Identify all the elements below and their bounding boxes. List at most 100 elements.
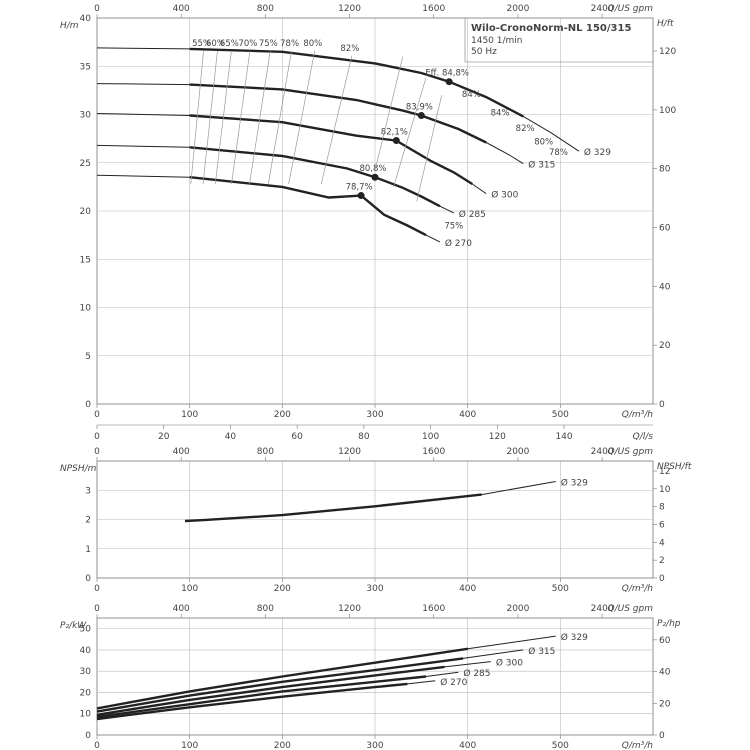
right-tick-label: 0 — [659, 400, 665, 410]
secondary-tick-label: 40 — [225, 432, 237, 442]
y-tick-label: 20 — [80, 207, 92, 217]
bep-label: 78,7% — [346, 183, 373, 193]
y-axis-label-left: P₂/kW — [60, 621, 87, 631]
secondary-tick-label: 0 — [94, 432, 100, 442]
efficiency-line — [416, 95, 443, 202]
efficiency-label: 78% — [280, 39, 299, 49]
right-tick-label: 120 — [659, 47, 676, 57]
right-tick-label: 40 — [659, 282, 671, 292]
right-tick-label: 60 — [659, 224, 671, 234]
y-tick-label: 35 — [80, 62, 91, 72]
series-line-operating — [96, 682, 408, 721]
x-tick-label: 200 — [274, 410, 291, 420]
right-tick-label: 2 — [659, 556, 665, 566]
right-tick-label: 10 — [659, 485, 671, 495]
x-tick-label: 500 — [552, 741, 569, 750]
efficiency-line — [231, 50, 251, 185]
series-line — [184, 481, 556, 522]
series-line-operating — [96, 647, 468, 710]
efficiency-label: 55% — [192, 39, 211, 49]
efficiency-label: 60% — [206, 39, 225, 49]
top-tick-label: 1600 — [422, 604, 445, 614]
y-axis-label-left: H/m — [60, 21, 79, 31]
y-tick-label: 0 — [85, 574, 91, 584]
bep-label: Eff. 84,8% — [425, 69, 469, 79]
efficiency-line — [214, 50, 232, 185]
series-label: Ø 285 — [459, 209, 486, 220]
efficiency-label: 84% — [491, 108, 510, 118]
bep-point — [417, 111, 425, 119]
top-tick-label: 2000 — [506, 4, 529, 14]
x-tick-label: 0 — [94, 741, 100, 750]
secondary-tick-label: 80 — [358, 432, 370, 442]
x-tick-label: 200 — [274, 584, 291, 594]
series-line-operating — [96, 675, 427, 719]
series-line — [96, 47, 580, 152]
series-label: Ø 300 — [491, 190, 518, 201]
secondary-tick-label: 100 — [422, 432, 439, 442]
top-tick-label: 2000 — [506, 447, 529, 457]
x-tick-label: 400 — [459, 410, 476, 420]
y-tick-label: 3 — [85, 486, 91, 496]
secondary-tick-label: 140 — [555, 432, 572, 442]
y-tick-label: 40 — [80, 646, 92, 656]
bep-point — [371, 173, 379, 181]
top-tick-label: 2400 — [591, 604, 614, 614]
y-axis-label-left: NPSH/m — [60, 464, 97, 474]
y-tick-label: 10 — [80, 710, 92, 720]
efficiency-label: 65% — [220, 39, 239, 49]
right-tick-label: 20 — [659, 341, 671, 351]
efficiency-label: 70% — [238, 39, 257, 49]
chart-subtitle: 1450 1/min — [471, 36, 523, 46]
x-tick-label: 300 — [366, 584, 383, 594]
y-axis-label-right: P₂/hp — [657, 619, 681, 629]
bep-label: 82,1% — [381, 128, 408, 138]
top-tick-label: 2400 — [591, 447, 614, 457]
x-tick-label: 500 — [552, 410, 569, 420]
series-line-operating — [96, 665, 445, 716]
x-axis-label: Q/m³/h — [622, 584, 654, 594]
efficiency-line — [202, 50, 218, 185]
x-tick-label: 200 — [274, 741, 291, 750]
efficiency-label: 82% — [340, 44, 359, 54]
x-tick-label: 300 — [366, 410, 383, 420]
y-tick-label: 30 — [80, 111, 92, 121]
efficiency-label: 80% — [534, 137, 553, 147]
right-tick-label: 80 — [659, 165, 671, 175]
right-tick-label: 8 — [659, 503, 665, 513]
efficiency-line — [267, 50, 292, 185]
efficiency-line — [374, 56, 404, 171]
y-tick-label: 5 — [85, 352, 91, 362]
bep-point — [445, 78, 453, 86]
efficiency-label: 82% — [516, 124, 535, 134]
x-tick-label: 400 — [459, 584, 476, 594]
series-label: Ø 300 — [496, 658, 523, 669]
top-tick-label: 400 — [173, 4, 190, 14]
efficiency-line — [320, 55, 353, 185]
series-label: Ø 315 — [528, 646, 555, 657]
right-tick-label: 20 — [659, 699, 671, 709]
series-label: Ø 315 — [528, 160, 555, 171]
right-tick-label: 4 — [659, 538, 665, 548]
x-tick-label: 100 — [181, 410, 198, 420]
right-tick-label: 12 — [659, 467, 670, 477]
x-tick-label: 500 — [552, 584, 569, 594]
y-tick-label: 1 — [85, 545, 91, 555]
series-label: Ø 329 — [561, 477, 588, 488]
efficiency-label: 75% — [259, 39, 278, 49]
chart-subtitle: 50 Hz — [471, 47, 497, 57]
secondary-axis-label: Q/l/s — [633, 432, 654, 442]
x-tick-label: 100 — [181, 741, 198, 750]
top-tick-label: 800 — [257, 4, 274, 14]
y-tick-label: 2 — [85, 516, 91, 526]
secondary-tick-label: 60 — [291, 432, 303, 442]
secondary-tick-label: 120 — [489, 432, 506, 442]
right-tick-label: 0 — [659, 731, 665, 741]
y-tick-label: 40 — [80, 14, 92, 24]
top-tick-label: 1200 — [338, 447, 361, 457]
bep-label: 80,8% — [359, 164, 386, 174]
efficiency-label: 78% — [549, 148, 568, 158]
efficiency-label: 80% — [303, 39, 322, 49]
x-tick-label: 400 — [459, 741, 476, 750]
